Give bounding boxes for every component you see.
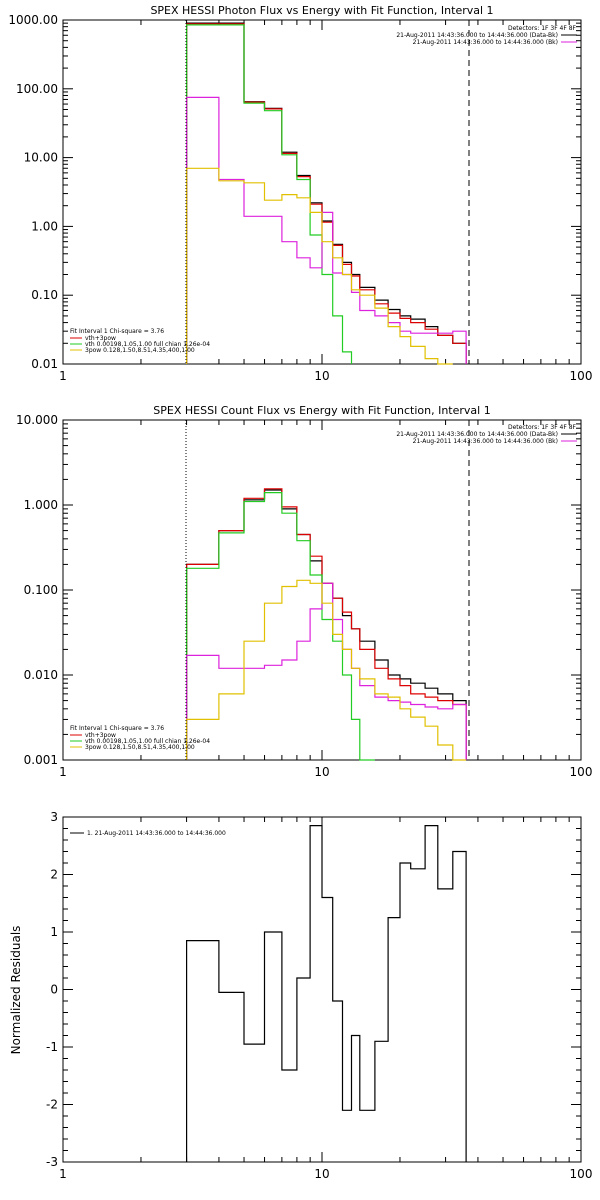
photon-flux-fit-vth: vth 0.00198,1.05,1.00 full chian 1.26e-0…	[85, 341, 210, 348]
series-line-4	[186, 579, 467, 761]
residuals-ylabel: Normalized Residuals	[9, 926, 23, 1055]
count-flux-fit-3pow: 3pow 0.128,1.50,8.51,4.35,400,1.00	[85, 744, 195, 751]
residuals-panel: 1 10 100 -3 -2 -1 0 1 2 3 Normalized Residuals 1.…	[9, 810, 592, 1181]
residuals-legend: 1. 21-Aug-2011 14:43:36.000 to 14:44:36.…	[70, 830, 226, 837]
series-line-3	[186, 96, 467, 364]
count-flux-fit-interval: Fit Interval 1 Chi-square = 3.76	[70, 725, 164, 732]
y-tick-label: 2	[50, 868, 58, 882]
y-tick-label: 10.00	[24, 151, 58, 165]
y-tick-label: -3	[46, 1155, 58, 1169]
photon-flux-fit-3pow: 3pow 0.128,1.50,8.51,4.35,400,1.00	[85, 347, 195, 354]
x-tick-label: 100	[570, 765, 593, 779]
y-tick-label: 1.00	[31, 219, 58, 233]
x-tick-label: 10	[314, 765, 329, 779]
series-line-2	[186, 24, 353, 364]
y-tick-label: 0.010	[24, 668, 58, 682]
count-flux-header-bk: 21-Aug-2011 14:43:36.000 to 14:44:36.000…	[413, 438, 558, 445]
photon-flux-plot-frame	[62, 19, 582, 365]
count-flux-header: Detectors: 1F 3F 4F 8F 21-Aug-2011 14:43…	[396, 424, 577, 445]
series-line-2	[186, 492, 375, 761]
count-flux-fit-legend: Fit Interval 1 Chi-square = 3.76 vth+3po…	[70, 725, 210, 751]
count-flux-header-detectors: Detectors: 1F 3F 4F 8F	[508, 424, 577, 431]
x-tick-label: 10	[314, 1167, 329, 1181]
series-line-3	[186, 582, 467, 760]
count-flux-header-data-bk: 21-Aug-2011 14:43:36.000 to 14:44:36.000…	[396, 431, 558, 438]
y-tick-label: 0.100	[24, 583, 58, 597]
count-flux-fit-vth: vth 0.00198,1.05,1.00 full chian 1.26e-0…	[85, 738, 210, 745]
y-tick-label: 0.10	[31, 288, 58, 302]
series-line-0	[186, 825, 467, 1162]
y-tick-label: 1000.00	[8, 13, 58, 27]
count-flux-axes: 1 10 100 0.001 0.010 0.100 1.000 10.000	[16, 413, 592, 779]
photon-flux-header-data-bk: 21-Aug-2011 14:43:36.000 to 14:44:36.000…	[396, 32, 558, 39]
photon-flux-fit-interval: Fit Interval 1 Chi-square = 3.76	[70, 328, 164, 335]
photon-flux-fit-total: vth+3pow	[85, 335, 116, 342]
count-flux-fit-total: vth+3pow	[85, 732, 116, 739]
x-tick-label: 1	[59, 369, 67, 383]
x-tick-label: 1	[59, 765, 67, 779]
series-line-1	[186, 23, 467, 364]
x-tick-label: 10	[314, 369, 329, 383]
y-tick-label: 10.000	[16, 413, 58, 427]
y-tick-label: 1.000	[24, 498, 58, 512]
photon-flux-axes: 1 10 100 0.01 0.10 1.00 10.00 100.00 1000.00	[8, 13, 592, 383]
photon-flux-header: Detectors: 1F 3F 4F 8F 21-Aug-2011 14:43…	[396, 25, 577, 46]
count-flux-series	[186, 488, 467, 761]
residuals-legend-label: 1. 21-Aug-2011 14:43:36.000 to 14:44:36.…	[87, 830, 226, 837]
y-tick-label: -1	[46, 1040, 58, 1054]
x-tick-label: 1	[59, 1167, 67, 1181]
y-tick-label: -2	[46, 1098, 58, 1112]
series-line-1	[186, 488, 467, 760]
y-tick-label: 0.001	[24, 753, 58, 767]
residuals-axes: 1 10 100 -3 -2 -1 0 1 2 3	[46, 810, 592, 1181]
count-flux-panel: SPEX HESSI Count Flux vs Energy with Fit…	[16, 404, 592, 779]
photon-flux-series	[186, 22, 467, 365]
photon-flux-header-detectors: Detectors: 1F 3F 4F 8F	[508, 25, 577, 32]
y-tick-label: 1	[50, 925, 58, 939]
residuals-series	[186, 825, 467, 1162]
x-tick-label: 100	[570, 1167, 593, 1181]
y-tick-label: 0	[50, 983, 58, 997]
y-tick-label: 0.01	[31, 357, 58, 371]
series-line-4	[186, 167, 453, 365]
series-line-0	[186, 22, 467, 364]
photon-flux-fit-legend: Fit Interval 1 Chi-square = 3.76 vth+3po…	[70, 328, 210, 354]
y-tick-label: 100.00	[16, 82, 58, 96]
photon-flux-panel: SPEX HESSI Photon Flux vs Energy with Fi…	[8, 4, 592, 383]
x-tick-label: 100	[570, 369, 593, 383]
count-flux-title: SPEX HESSI Count Flux vs Energy with Fit…	[153, 404, 490, 417]
photon-flux-header-bk: 21-Aug-2011 14:43:36.000 to 14:44:36.000…	[413, 39, 558, 46]
y-tick-label: 3	[50, 810, 58, 824]
photon-flux-title: SPEX HESSI Photon Flux vs Energy with Fi…	[150, 4, 493, 17]
